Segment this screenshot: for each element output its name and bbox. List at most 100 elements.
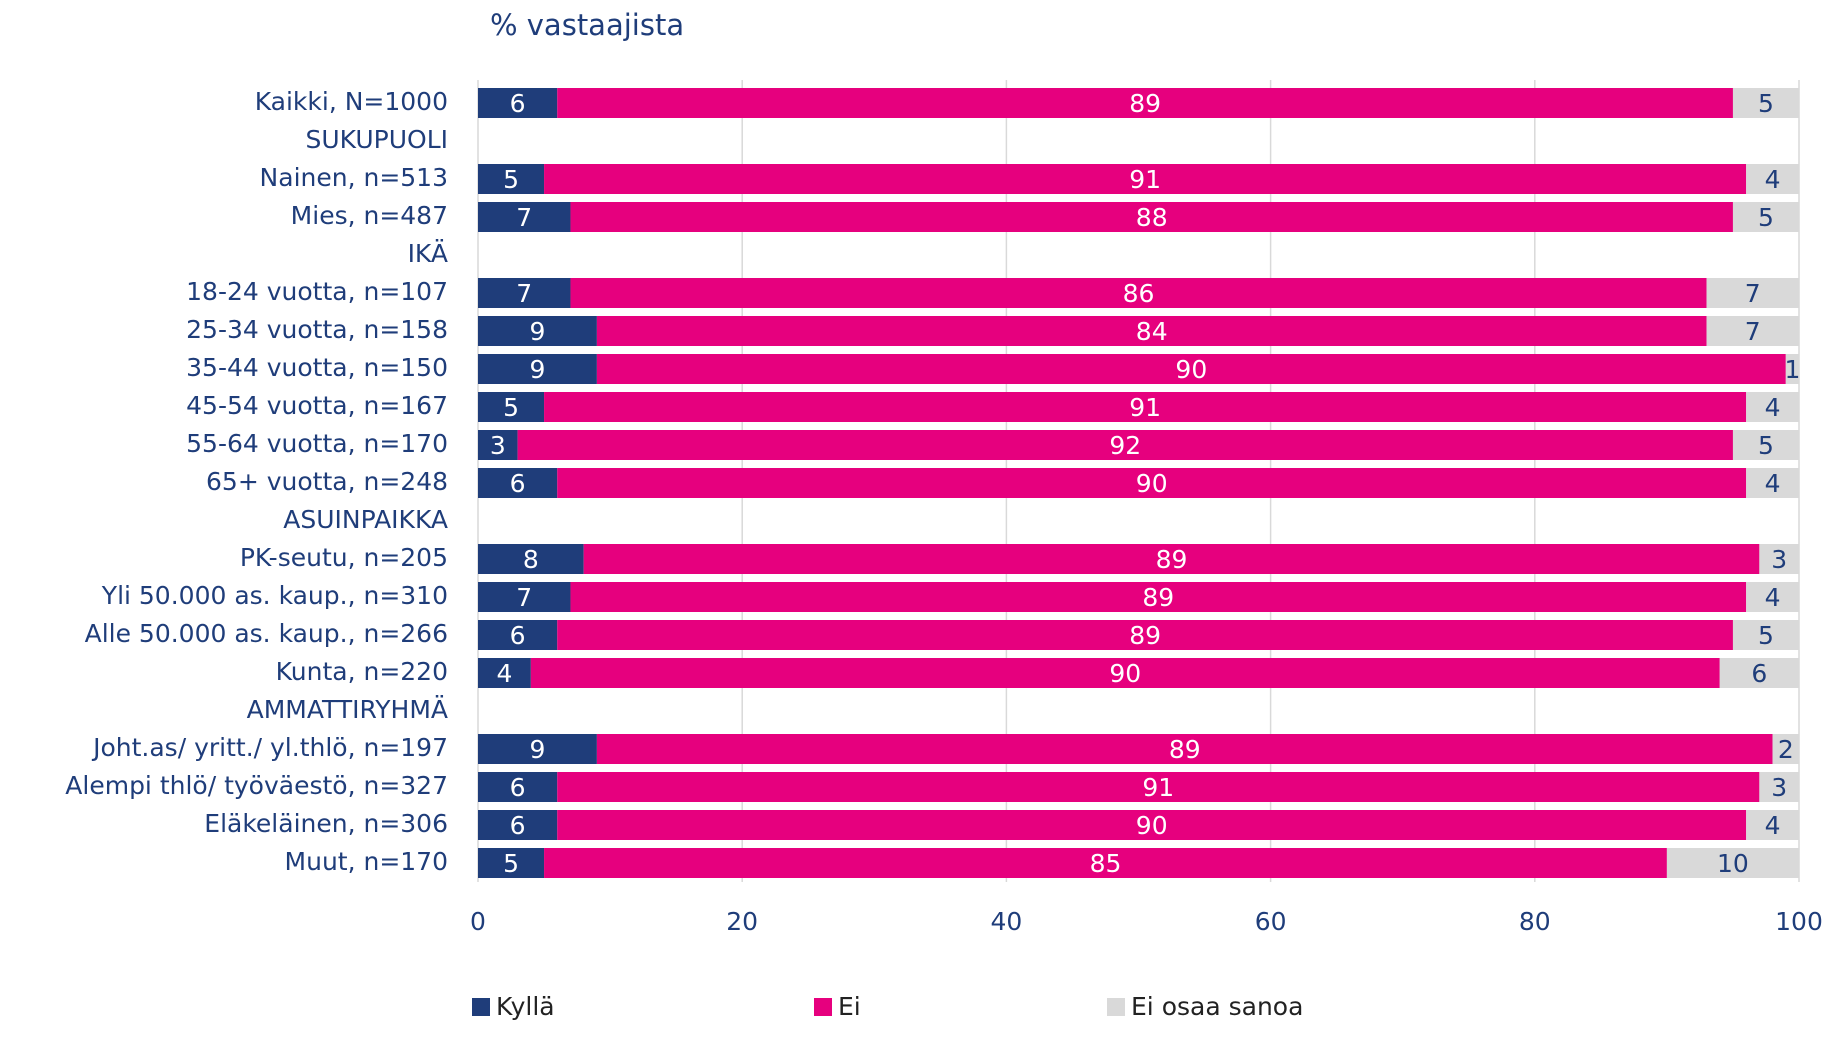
bar-segment <box>478 202 571 232</box>
value-label: 85 <box>1090 849 1122 878</box>
bar-segment <box>570 202 1733 232</box>
value-label: 6 <box>510 621 526 650</box>
value-label: 84 <box>1136 317 1168 346</box>
bar-segment <box>1772 734 1799 764</box>
bar-segment <box>1732 88 1799 118</box>
value-label: 90 <box>1109 659 1141 688</box>
y-tick-label: Eläkeläinen, n=306 <box>204 809 448 838</box>
value-label: 1 <box>1784 355 1800 384</box>
bar-segment <box>544 164 1747 194</box>
bar-segment <box>1732 620 1799 650</box>
bar-segment <box>544 848 1667 878</box>
bar-segment <box>1746 468 1799 498</box>
value-label: 4 <box>496 659 512 688</box>
bar-segment <box>1785 354 1799 384</box>
value-label: 4 <box>1765 469 1781 498</box>
bar-segment <box>583 544 1760 574</box>
x-tick-label: 0 <box>470 907 486 936</box>
y-tick-label: Yli 50.000 as. kaup., n=310 <box>101 581 448 610</box>
value-label: 9 <box>529 735 545 764</box>
value-label: 5 <box>1758 621 1774 650</box>
bar-segment <box>1666 848 1799 878</box>
chart-title: % vastaajista <box>490 8 684 42</box>
bar-segment <box>1706 316 1799 346</box>
value-label: 7 <box>1745 317 1761 346</box>
value-label: 9 <box>529 317 545 346</box>
x-tick-label: 80 <box>1519 907 1551 936</box>
bar-segment <box>596 734 1773 764</box>
value-label: 91 <box>1129 165 1161 194</box>
bar-segment <box>544 392 1747 422</box>
bar-segment <box>596 316 1707 346</box>
bar-segment <box>557 810 1747 840</box>
value-label: 3 <box>1771 545 1787 574</box>
value-label: 86 <box>1123 279 1155 308</box>
value-label: 90 <box>1175 355 1207 384</box>
value-label: 4 <box>1765 393 1781 422</box>
bar-segment <box>570 582 1747 612</box>
value-label: 6 <box>510 811 526 840</box>
value-label: 89 <box>1129 89 1161 118</box>
bar-segment <box>557 620 1733 650</box>
legend-label: Ei <box>838 992 861 1021</box>
bar-segment <box>478 544 584 574</box>
y-tick-label: Kunta, n=220 <box>276 657 448 686</box>
value-label: 10 <box>1717 849 1749 878</box>
value-label: 4 <box>1765 811 1781 840</box>
value-label: 4 <box>1765 583 1781 612</box>
bar-segment <box>478 620 558 650</box>
value-label: 5 <box>1758 431 1774 460</box>
y-tick-label: Joht.as/ yritt./ yl.thlö, n=197 <box>91 733 448 762</box>
value-label: 4 <box>1765 165 1781 194</box>
bar-segment <box>1746 810 1799 840</box>
bar-segment <box>517 430 1733 460</box>
value-label: 9 <box>529 355 545 384</box>
legend-swatch <box>1107 998 1125 1016</box>
bar-segment <box>478 392 545 422</box>
bar-segment <box>1719 658 1799 688</box>
bar-segment <box>1759 544 1799 574</box>
bar-segment <box>478 658 531 688</box>
value-label: 6 <box>510 89 526 118</box>
bar-segment <box>478 88 558 118</box>
value-label: 6 <box>510 469 526 498</box>
y-tick-label: Alle 50.000 as. kaup., n=266 <box>85 619 448 648</box>
y-tick-label: 65+ vuotta, n=248 <box>206 467 448 496</box>
value-label: 7 <box>516 203 532 232</box>
value-label: 92 <box>1109 431 1141 460</box>
bar-segment <box>1732 430 1799 460</box>
bar-segment <box>1746 392 1799 422</box>
y-tick-label: Mies, n=487 <box>291 201 448 230</box>
bar-segment <box>570 278 1707 308</box>
bar-segment <box>478 582 571 612</box>
y-tick-label: 35-44 vuotta, n=150 <box>186 353 448 382</box>
value-label: 91 <box>1129 393 1161 422</box>
y-tick-label: Alempi thlö/ työväestö, n=327 <box>65 771 448 800</box>
value-label: 3 <box>1771 773 1787 802</box>
bar-segment <box>1732 202 1799 232</box>
value-label: 8 <box>523 545 539 574</box>
value-label: 91 <box>1142 773 1174 802</box>
value-label: 89 <box>1129 621 1161 650</box>
bar-segment <box>478 468 558 498</box>
value-label: 6 <box>1751 659 1767 688</box>
bar-segment <box>1759 772 1799 802</box>
y-tick-label: IKÄ <box>408 239 448 268</box>
bar-segment <box>1746 582 1799 612</box>
bar-segment <box>478 278 571 308</box>
bar-segment <box>596 354 1786 384</box>
value-label: 7 <box>1745 279 1761 308</box>
bar-segment <box>478 810 558 840</box>
bar-segment <box>478 772 558 802</box>
value-label: 90 <box>1136 811 1168 840</box>
value-label: 5 <box>503 849 519 878</box>
value-label: 5 <box>1758 203 1774 232</box>
value-label: 7 <box>516 583 532 612</box>
x-tick-label: 100 <box>1775 907 1823 936</box>
bar-segment <box>478 164 545 194</box>
bar-segment <box>478 316 597 346</box>
y-tick-label: Kaikki, N=1000 <box>255 87 448 116</box>
bar-segment <box>557 772 1760 802</box>
bar-segment <box>557 468 1747 498</box>
bar-segment <box>478 848 545 878</box>
